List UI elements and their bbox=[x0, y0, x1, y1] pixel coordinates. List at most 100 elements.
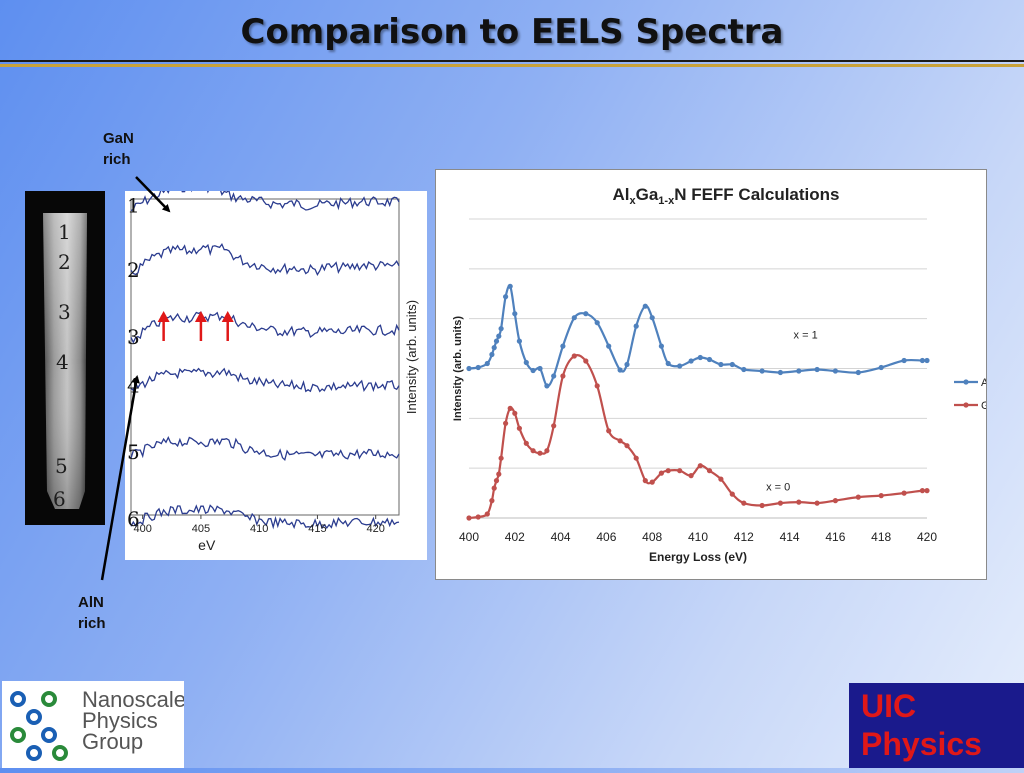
x-tick-label: 400 bbox=[459, 530, 479, 544]
spectra-plot-frame bbox=[130, 198, 400, 516]
data-point-AlN bbox=[919, 357, 925, 364]
legend-marker-AlN bbox=[963, 379, 969, 385]
series-line-AlN bbox=[468, 284, 927, 388]
data-point-AlN bbox=[697, 354, 703, 361]
data-point-GaN bbox=[718, 476, 724, 482]
uic-logo-line2: Physics bbox=[861, 726, 982, 762]
data-point-AlN bbox=[901, 357, 907, 364]
data-point-AlN bbox=[633, 323, 639, 329]
data-point-GaN bbox=[814, 500, 820, 506]
data-point-AlN bbox=[507, 283, 513, 289]
data-point-GaN bbox=[507, 405, 513, 411]
data-point-AlN bbox=[729, 361, 735, 368]
legend-label-GaN: GaN bbox=[981, 400, 986, 412]
peak-marker-arrowhead bbox=[157, 311, 170, 322]
data-point-AlN bbox=[617, 367, 623, 373]
data-point-GaN bbox=[759, 502, 765, 509]
nanowire-image: 1 2 3 4 5 6 bbox=[43, 213, 87, 511]
stem-image-panel: 1 2 3 4 5 6 bbox=[25, 191, 105, 525]
data-point-GaN bbox=[489, 498, 495, 504]
data-point-AlN bbox=[530, 367, 536, 374]
data-point-GaN bbox=[537, 450, 543, 456]
y-axis-label: Intensity (arb. units) bbox=[404, 300, 419, 414]
data-point-GaN bbox=[493, 478, 500, 484]
nanoscale-physics-group-logo: Nanoscale Physics Group bbox=[2, 681, 186, 768]
data-point-AlN bbox=[489, 351, 495, 358]
data-point-GaN bbox=[677, 468, 683, 474]
data-point-GaN bbox=[777, 500, 783, 506]
data-point-AlN bbox=[503, 294, 509, 300]
y-axis-label: Intensity (arb. units) bbox=[452, 316, 464, 421]
x-tick-label: 418 bbox=[871, 530, 891, 544]
nanoscale-logo-text: Nanoscale bbox=[82, 687, 184, 712]
data-point-AlN bbox=[571, 315, 577, 321]
data-point-AlN bbox=[606, 343, 612, 349]
aln-label: AlN bbox=[78, 594, 104, 611]
data-point-GaN bbox=[617, 438, 623, 444]
data-point-AlN bbox=[516, 338, 522, 344]
data-point-AlN bbox=[718, 361, 724, 368]
data-point-AlN bbox=[466, 365, 472, 372]
curve-annotation: x = 0 bbox=[766, 482, 790, 494]
data-point-AlN bbox=[498, 326, 504, 332]
data-point-GaN bbox=[924, 488, 930, 494]
x-tick-label: 404 bbox=[551, 530, 571, 544]
spectrum-line-4 bbox=[130, 367, 400, 393]
data-point-GaN bbox=[475, 514, 481, 520]
data-point-GaN bbox=[642, 478, 648, 484]
spectrum-line-2 bbox=[130, 243, 400, 276]
data-point-AlN bbox=[642, 303, 648, 309]
data-point-GaN bbox=[560, 373, 566, 379]
title-rule bbox=[0, 60, 1024, 62]
x-axis-label: Energy Loss (eV) bbox=[649, 550, 747, 564]
data-point-AlN bbox=[658, 343, 664, 349]
data-point-AlN bbox=[583, 311, 589, 317]
data-point-AlN bbox=[924, 357, 930, 364]
data-point-GaN bbox=[729, 491, 735, 497]
gan-rich-label: rich bbox=[103, 151, 131, 168]
stem-region-label: 1 bbox=[58, 220, 71, 244]
spectrum-label-1: 1 bbox=[127, 194, 140, 218]
data-point-GaN bbox=[688, 473, 694, 479]
data-point-AlN bbox=[677, 363, 683, 369]
data-point-AlN bbox=[688, 358, 694, 364]
series-line-GaN bbox=[468, 353, 928, 520]
data-point-GaN bbox=[697, 463, 703, 469]
data-point-GaN bbox=[551, 423, 557, 429]
x-axis-label: eV bbox=[198, 537, 216, 553]
data-point-GaN bbox=[665, 468, 671, 474]
legend-label-AlN: AlN bbox=[981, 377, 986, 389]
data-point-GaN bbox=[624, 443, 630, 449]
data-point-GaN bbox=[516, 425, 522, 431]
peak-marker-arrowhead bbox=[221, 311, 234, 322]
x-tick-label: 402 bbox=[505, 530, 525, 544]
feff-chart-title: AlxGa1-xN FEFF Calculations bbox=[612, 185, 839, 207]
data-point-AlN bbox=[796, 368, 802, 374]
spectrum-label-6: 6 bbox=[127, 507, 140, 531]
x-tick-label: 410 bbox=[250, 523, 268, 535]
data-point-GaN bbox=[583, 358, 589, 364]
title-rule-accent bbox=[0, 64, 1024, 67]
data-point-GaN bbox=[530, 448, 536, 454]
x-tick-label: 414 bbox=[780, 530, 800, 544]
spectrum-line-6 bbox=[130, 504, 400, 530]
feff-chart-panel: AlxGa1-xN FEFF Calculations 400 402 404 406 4… bbox=[435, 169, 1004, 580]
data-point-GaN bbox=[498, 455, 504, 461]
stem-region-label: 3 bbox=[58, 300, 71, 324]
data-point-AlN bbox=[741, 366, 747, 373]
nanoscale-logo-text: Physics bbox=[82, 708, 158, 733]
data-point-AlN bbox=[475, 364, 481, 371]
data-point-AlN bbox=[649, 315, 655, 321]
data-point-AlN bbox=[484, 360, 490, 367]
data-point-AlN bbox=[759, 368, 765, 374]
data-point-AlN bbox=[878, 364, 884, 371]
x-tick-label: 405 bbox=[192, 523, 210, 535]
data-point-GaN bbox=[658, 470, 664, 476]
data-point-GaN bbox=[901, 490, 907, 496]
data-point-GaN bbox=[484, 511, 490, 517]
data-point-AlN bbox=[551, 373, 557, 379]
data-point-AlN bbox=[777, 369, 783, 376]
data-point-GaN bbox=[832, 498, 838, 504]
data-point-AlN bbox=[523, 359, 529, 366]
